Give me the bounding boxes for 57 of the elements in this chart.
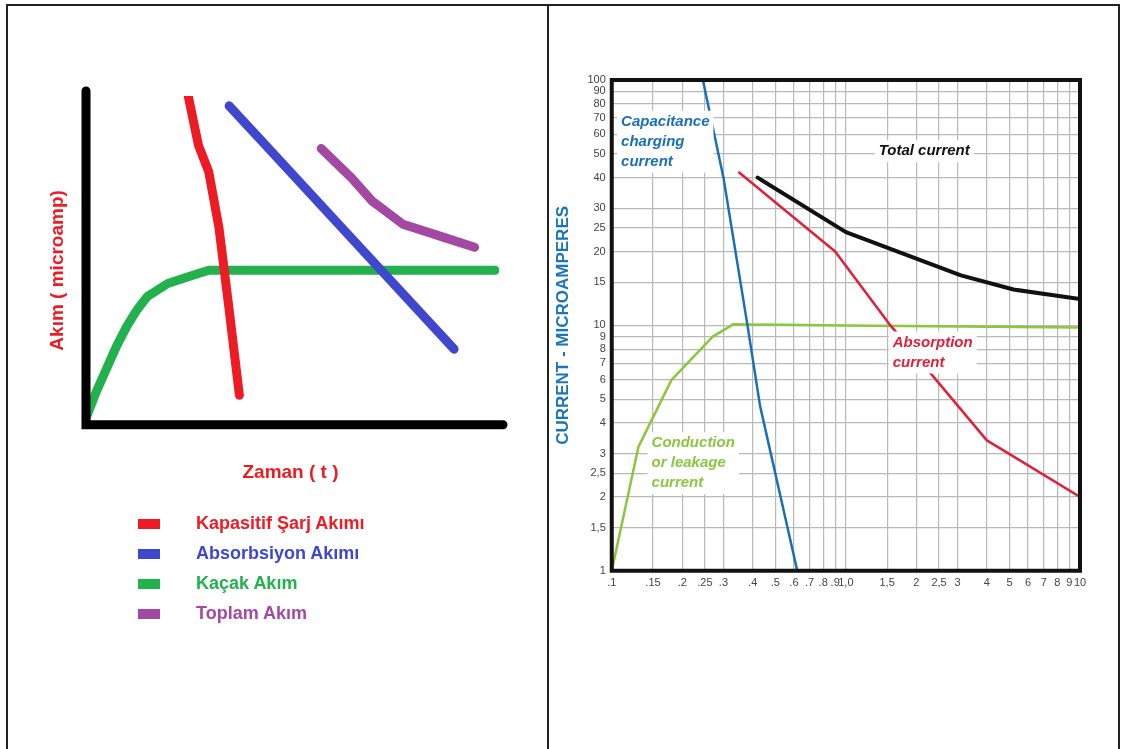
- x-tick-label: 4: [983, 576, 990, 589]
- x-tick-label: .15: [645, 576, 661, 589]
- y-tick-label: 30: [593, 201, 606, 214]
- x-tick-label: 6: [1025, 576, 1032, 589]
- text: Total current: [878, 141, 971, 159]
- y-tick-label: 10: [593, 318, 606, 331]
- x-tick-label: .2: [677, 576, 687, 589]
- x-tick-label: 5: [1006, 576, 1013, 589]
- x-tick-label: .8: [818, 576, 828, 589]
- y-tick-label: 70: [593, 111, 606, 124]
- x-tick-label: 7: [1040, 576, 1047, 589]
- y-tick-label: 40: [593, 170, 606, 183]
- x-tick-label: 10: [1073, 576, 1087, 589]
- x-tick-label: .25: [697, 576, 713, 589]
- x-tick-label: .5: [770, 576, 780, 589]
- x-tick-label: .3: [718, 576, 729, 589]
- y-tick-label: 60: [593, 127, 606, 140]
- x-axis-title: Zaman ( t ): [242, 460, 339, 482]
- x-tick-label: 3: [954, 576, 961, 589]
- x-tick-label: 2,5: [931, 576, 947, 589]
- y-axis-title: Akım ( microamp): [46, 190, 68, 351]
- y-tick-label: 20: [593, 244, 606, 257]
- x-tick-label: .4: [748, 576, 758, 589]
- y-tick-label: 90: [593, 84, 606, 97]
- y-tick-label: 80: [593, 96, 606, 109]
- x-tick-label: .1: [607, 576, 617, 589]
- y-tick-label: 1,5: [590, 520, 606, 533]
- legend-label: Absorbsiyon Akımı: [196, 542, 360, 563]
- y-tick-label: 25: [593, 220, 606, 233]
- y-tick-label: 7: [599, 356, 606, 369]
- y-tick-label: 5: [599, 392, 606, 405]
- y-tick-label: 8: [599, 342, 606, 355]
- y-tick-label: 2: [599, 489, 606, 502]
- y-tick-label: 4: [599, 416, 606, 429]
- legend-label: Kaçak Akım: [196, 572, 298, 593]
- y-tick-label: 50: [593, 146, 606, 159]
- y-tick-label: 1: [599, 563, 606, 576]
- x-tick-label: .6: [789, 576, 799, 589]
- y-tick-label: 6: [599, 372, 606, 385]
- series-label: Absorption current: [891, 332, 973, 370]
- legend-label: Toplam Akım: [196, 602, 308, 623]
- series-label: Capacitance charging current: [621, 111, 710, 169]
- legend-label: Kapasitif Şarj Akımı: [196, 512, 365, 533]
- x-tick-label: 1,0: [838, 576, 854, 589]
- x-tick-label: 1,5: [879, 576, 895, 589]
- y-axis-title: CURRENT - MICROAMPERES: [552, 205, 572, 445]
- x-tick-label: 9: [1066, 576, 1073, 589]
- x-tick-label: 2: [913, 576, 920, 589]
- y-tick-label: 2,5: [590, 466, 606, 479]
- y-tick-label: 3: [599, 446, 606, 459]
- y-tick-label: 9: [599, 329, 606, 342]
- x-tick-label: 8: [1054, 576, 1061, 589]
- y-tick-label: 100: [587, 73, 606, 86]
- series-label: Conduction or leakage current: [651, 433, 735, 491]
- x-tick-label: .7: [805, 576, 815, 589]
- y-tick-label: 15: [593, 275, 606, 288]
- x-tick-label: .9: [830, 576, 840, 589]
